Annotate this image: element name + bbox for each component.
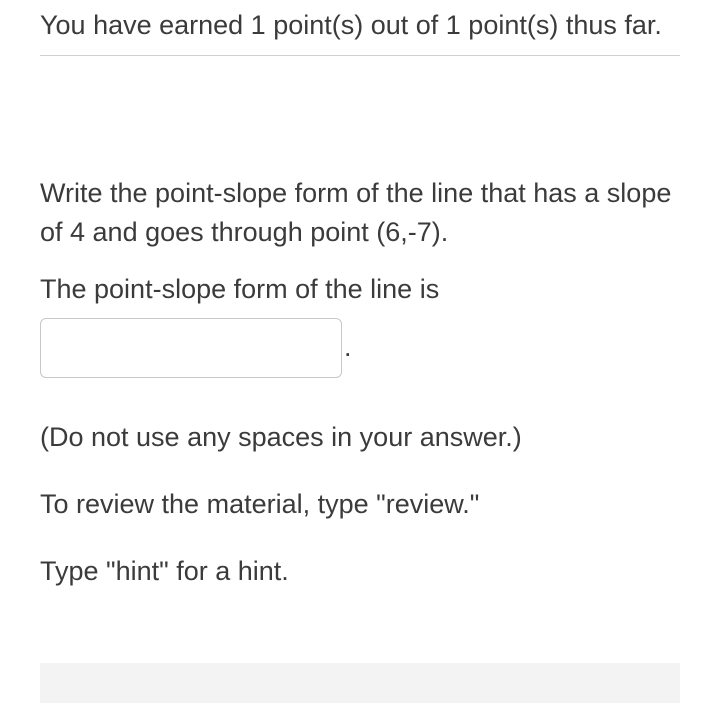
question-prompt: Write the point-slope form of the line t… (40, 174, 680, 252)
answer-input-row: . (40, 318, 680, 378)
spacer (40, 56, 680, 174)
hint-instruction: Type "hint" for a hint. (40, 552, 680, 591)
answer-input[interactable] (40, 318, 342, 378)
score-status: You have earned 1 point(s) out of 1 poin… (40, 0, 680, 55)
footer-box (40, 663, 680, 703)
review-instruction: To review the material, type "review." (40, 485, 680, 524)
no-spaces-instruction: (Do not use any spaces in your answer.) (40, 418, 680, 457)
answer-period: . (344, 332, 352, 363)
answer-label: The point-slope form of the line is (40, 270, 680, 309)
